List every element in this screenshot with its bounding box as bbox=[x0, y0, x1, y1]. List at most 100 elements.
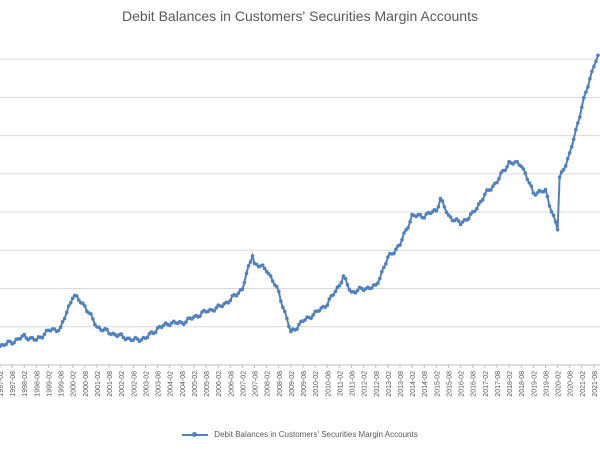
x-tick-label: 2018-08 bbox=[519, 371, 526, 397]
data-point bbox=[380, 270, 384, 274]
data-point bbox=[167, 323, 172, 328]
data-point bbox=[246, 264, 251, 268]
data-point bbox=[592, 64, 596, 69]
data-point bbox=[557, 175, 562, 179]
data-point bbox=[472, 209, 477, 214]
data-point bbox=[64, 310, 69, 315]
data-point bbox=[475, 206, 479, 211]
data-point bbox=[527, 181, 532, 185]
data-point bbox=[571, 137, 576, 141]
x-tick-label: 2013-02 bbox=[386, 371, 393, 397]
data-point bbox=[281, 305, 285, 310]
x-tick-label: 2006-08 bbox=[228, 371, 235, 397]
data-point bbox=[68, 301, 73, 305]
data-point bbox=[406, 225, 410, 230]
data-point bbox=[551, 213, 556, 217]
data-point bbox=[586, 85, 590, 89]
x-tick-label: 2003-08 bbox=[156, 371, 163, 397]
data-point bbox=[289, 329, 293, 334]
x-tick-label: 2000-08 bbox=[83, 371, 90, 397]
x-tick-label: 2015-08 bbox=[446, 371, 453, 397]
data-point bbox=[458, 222, 463, 227]
x-tick-label: 2016-08 bbox=[471, 371, 478, 397]
data-point bbox=[466, 216, 471, 221]
data-point bbox=[543, 187, 548, 192]
data-point bbox=[236, 291, 241, 296]
data-point bbox=[438, 196, 443, 201]
data-point bbox=[285, 316, 289, 321]
x-tick-label: 2006-02 bbox=[216, 371, 223, 397]
data-point bbox=[376, 281, 380, 286]
x-tick-label: 2009-02 bbox=[289, 371, 296, 397]
data-point bbox=[18, 337, 23, 341]
data-point bbox=[153, 330, 158, 335]
x-tick-label: 2019-08 bbox=[543, 371, 550, 397]
data-point bbox=[547, 204, 552, 208]
legend: Debit Balances in Customers' Securities … bbox=[0, 430, 600, 439]
data-point bbox=[77, 298, 81, 302]
data-point bbox=[515, 159, 519, 164]
data-point bbox=[93, 322, 97, 327]
x-tick-label: 2017-08 bbox=[495, 371, 502, 397]
data-point bbox=[212, 309, 216, 313]
x-tick-label: 2002-08 bbox=[131, 371, 138, 397]
data-point bbox=[303, 318, 307, 322]
data-point bbox=[369, 286, 374, 290]
data-point bbox=[8, 339, 12, 344]
data-point bbox=[341, 274, 346, 278]
data-point bbox=[198, 314, 202, 318]
data-point bbox=[234, 293, 239, 298]
data-point bbox=[563, 164, 568, 168]
data-point bbox=[519, 164, 523, 169]
data-point bbox=[91, 317, 95, 321]
x-tick-label: 2004-08 bbox=[180, 371, 187, 397]
x-tick-label: 2010-08 bbox=[325, 371, 332, 397]
x-tick-label: 2001-02 bbox=[95, 371, 102, 397]
data-point bbox=[567, 151, 572, 155]
data-point bbox=[287, 324, 291, 329]
x-tick-label: 2005-02 bbox=[192, 371, 199, 397]
x-tick-label: 2019-02 bbox=[531, 371, 538, 397]
data-point bbox=[386, 255, 390, 259]
data-point bbox=[331, 293, 336, 297]
x-tick-label: 2011-08 bbox=[350, 371, 357, 396]
x-tick-label: 2021-02 bbox=[580, 371, 587, 397]
data-point bbox=[521, 167, 525, 171]
data-point bbox=[56, 328, 61, 333]
data-point bbox=[345, 283, 350, 287]
data-point bbox=[392, 251, 396, 256]
x-tick-label: 2012-08 bbox=[374, 371, 381, 397]
data-point bbox=[135, 337, 140, 341]
data-point bbox=[52, 327, 57, 331]
data-point bbox=[131, 338, 136, 342]
x-tick-label: 2007-08 bbox=[253, 371, 260, 397]
data-point bbox=[220, 304, 224, 309]
data-point bbox=[565, 156, 570, 161]
data-point bbox=[495, 180, 499, 185]
data-point bbox=[418, 212, 423, 217]
data-point bbox=[145, 335, 150, 340]
x-tick-label: 2020-02 bbox=[556, 371, 563, 397]
data-point bbox=[309, 316, 313, 321]
data-point bbox=[584, 90, 588, 94]
data-point bbox=[268, 274, 273, 278]
data-point bbox=[244, 271, 249, 276]
data-point bbox=[355, 288, 360, 293]
data-point bbox=[240, 287, 245, 292]
data-point bbox=[248, 260, 253, 264]
data-point bbox=[277, 289, 281, 294]
x-tick-label: 1997-02 bbox=[0, 371, 5, 397]
data-point bbox=[408, 220, 412, 224]
data-point bbox=[337, 283, 342, 288]
data-point bbox=[596, 53, 600, 58]
data-point bbox=[569, 145, 574, 149]
data-point bbox=[555, 228, 560, 232]
data-point bbox=[561, 167, 566, 172]
x-tick-label: 2014-02 bbox=[410, 371, 417, 397]
x-tick-label: 2007-02 bbox=[240, 371, 247, 397]
data-point bbox=[89, 312, 93, 316]
x-tick-label: 2008-08 bbox=[277, 371, 284, 397]
data-point bbox=[553, 220, 558, 224]
data-point bbox=[81, 301, 85, 306]
